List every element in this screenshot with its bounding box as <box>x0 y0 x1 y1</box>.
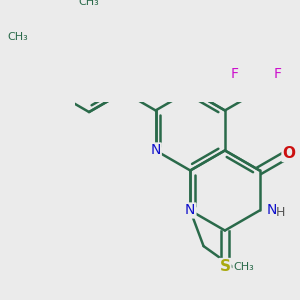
Text: F: F <box>274 68 282 82</box>
Text: CH₃: CH₃ <box>79 0 99 7</box>
Text: N: N <box>266 203 277 218</box>
Text: N: N <box>185 203 195 218</box>
Text: CH₃: CH₃ <box>233 262 254 272</box>
Text: O: O <box>283 146 296 161</box>
Text: N: N <box>150 143 161 158</box>
Text: H: H <box>275 206 285 219</box>
Text: F: F <box>231 68 239 82</box>
Text: CH₃: CH₃ <box>8 32 29 42</box>
Text: S: S <box>219 259 230 274</box>
